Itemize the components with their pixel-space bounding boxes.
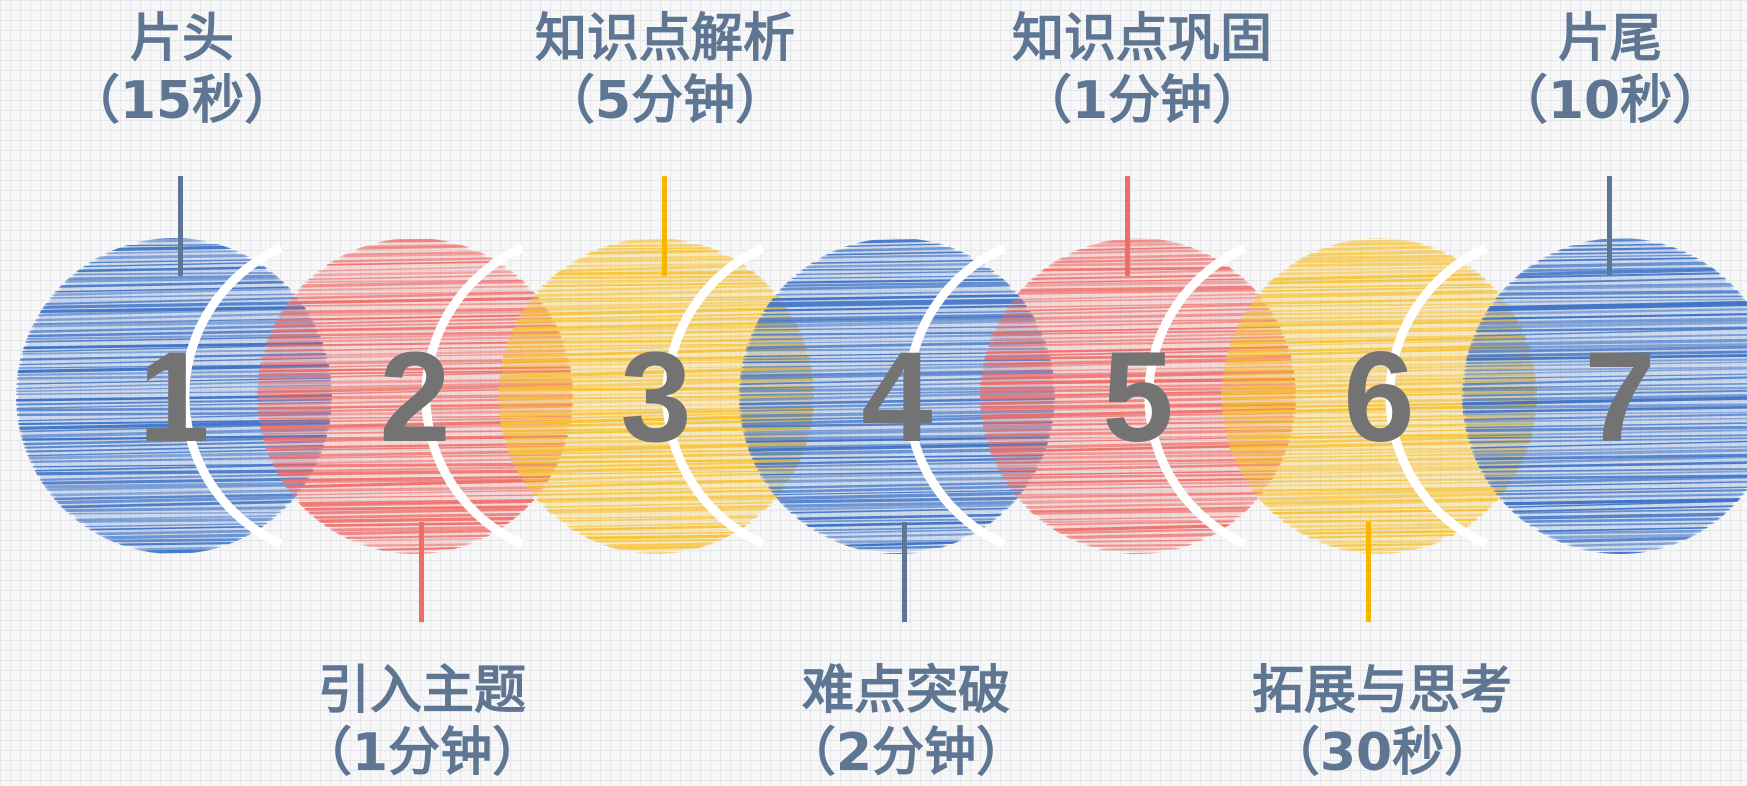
connector-step-5 (1125, 176, 1130, 276)
connector-step-4 (902, 522, 907, 622)
step-number-6: 6 (1343, 326, 1414, 469)
step-number-5: 5 (1102, 326, 1173, 469)
divider-6 (1144, 243, 1247, 549)
connector-step-3 (662, 176, 667, 276)
step-5-title: 知识点巩固 (1011, 9, 1272, 69)
divider-4 (662, 243, 765, 549)
step-2-duration: （1分钟） (299, 723, 545, 783)
step-number-4: 4 (861, 326, 932, 469)
divider-3 (421, 243, 524, 549)
label-step-6: 拓展与思考 （30秒） (1212, 660, 1552, 784)
label-step-1: 片头 （15秒） (12, 8, 352, 132)
step-4-title: 难点突破 (801, 661, 1010, 721)
step-1-duration: （15秒） (67, 71, 297, 131)
circle-step-2 (257, 238, 573, 554)
connector-step-6 (1366, 522, 1371, 622)
step-7-duration: （10秒） (1495, 71, 1725, 131)
divider-7 (1385, 243, 1488, 549)
step-number-2: 2 (379, 326, 450, 469)
step-3-title: 知识点解析 (534, 9, 795, 69)
step-5-duration: （1分钟） (1019, 71, 1265, 131)
step-number-1: 1 (138, 326, 209, 469)
label-step-4: 难点突破 （2分钟） (736, 660, 1076, 784)
step-4-duration: （2分钟） (783, 723, 1029, 783)
divider-2 (180, 243, 283, 549)
step-6-duration: （30秒） (1267, 723, 1497, 783)
circle-step-3 (498, 238, 814, 554)
step-3-duration: （5分钟） (542, 71, 788, 131)
label-step-2: 引入主题 （1分钟） (252, 660, 592, 784)
connector-step-7 (1607, 176, 1612, 276)
step-1-title: 片头 (129, 9, 234, 69)
label-step-7: 片尾 （10秒） (1440, 8, 1747, 132)
step-2-title: 引入主题 (317, 661, 526, 721)
label-step-3: 知识点解析 （5分钟） (495, 8, 835, 132)
step-number-7: 7 (1584, 326, 1655, 469)
step-7-title: 片尾 (1557, 9, 1662, 69)
connector-step-2 (419, 522, 424, 622)
step-number-3: 3 (620, 326, 691, 469)
step-6-title: 拓展与思考 (1251, 661, 1512, 721)
circle-step-5 (980, 238, 1296, 554)
divider-5 (903, 243, 1006, 549)
connector-step-1 (178, 176, 183, 276)
label-step-5: 知识点巩固 （1分钟） (972, 8, 1312, 132)
